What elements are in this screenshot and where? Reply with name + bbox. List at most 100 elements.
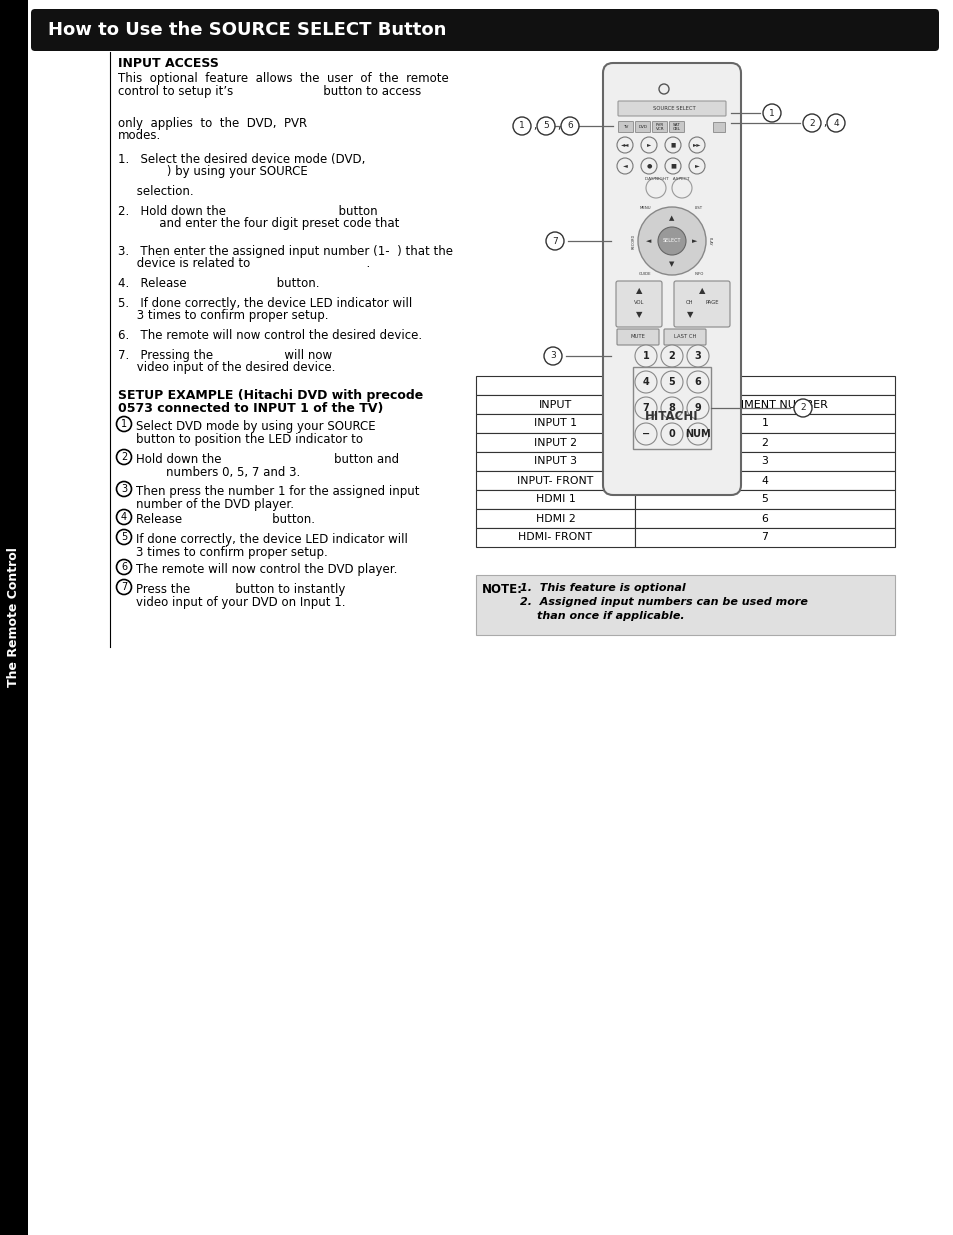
Text: 1: 1 (760, 419, 767, 429)
Text: 0573 connected to INPUT 1 of the TV): 0573 connected to INPUT 1 of the TV) (118, 403, 383, 415)
Text: SETUP EXAMPLE (Hitachi DVD with precode: SETUP EXAMPLE (Hitachi DVD with precode (118, 389, 423, 403)
Text: 2: 2 (668, 351, 675, 361)
Text: 1: 1 (518, 121, 524, 131)
Text: ASSIGNMENT NUMBER: ASSIGNMENT NUMBER (701, 399, 827, 410)
Text: video input of your DVD on Input 1.: video input of your DVD on Input 1. (136, 597, 345, 609)
Text: 3: 3 (694, 351, 700, 361)
Bar (476, 433, 635, 452)
Text: 1: 1 (642, 351, 649, 361)
Bar (476, 576, 894, 635)
Text: INPUT 3: INPUT 3 (534, 457, 577, 467)
Bar (476, 490, 635, 509)
Text: 3: 3 (121, 484, 127, 494)
Text: only  applies  to  the  DVD,  PVR: only applies to the DVD, PVR (118, 117, 307, 130)
Text: GUIDE: GUIDE (638, 272, 651, 275)
Text: −: − (641, 429, 649, 438)
Text: 5: 5 (668, 377, 675, 387)
FancyBboxPatch shape (602, 63, 740, 495)
Circle shape (660, 396, 682, 419)
Circle shape (635, 396, 657, 419)
Text: NUM: NUM (684, 429, 710, 438)
Bar (635, 529, 894, 547)
Text: 2: 2 (760, 437, 767, 447)
Text: SELECT: SELECT (662, 238, 680, 243)
Text: ►: ► (692, 238, 697, 245)
Bar (476, 395, 635, 414)
FancyBboxPatch shape (618, 121, 633, 132)
Text: HDMI- FRONT: HDMI- FRONT (518, 532, 592, 542)
Text: ►: ► (646, 142, 651, 147)
Text: 5: 5 (760, 494, 767, 505)
Text: HDMI 2: HDMI 2 (535, 514, 575, 524)
Text: 8: 8 (668, 403, 675, 412)
Text: 2: 2 (808, 119, 814, 127)
Text: ►►: ►► (692, 142, 700, 147)
Text: 4: 4 (642, 377, 649, 387)
FancyBboxPatch shape (30, 9, 938, 51)
Circle shape (762, 104, 781, 122)
Text: ,: , (557, 121, 559, 131)
Text: 2: 2 (800, 404, 805, 412)
FancyBboxPatch shape (669, 121, 684, 132)
Text: If done correctly, the device LED indicator will: If done correctly, the device LED indica… (136, 534, 408, 546)
Text: VOL: VOL (633, 300, 643, 305)
Text: ▼: ▼ (669, 261, 674, 267)
Circle shape (645, 178, 665, 198)
Text: 7: 7 (121, 582, 127, 592)
Text: INPUT ACCESS: INPUT ACCESS (118, 57, 218, 70)
Text: ●: ● (645, 163, 651, 168)
FancyBboxPatch shape (663, 329, 705, 345)
Text: 2: 2 (121, 452, 127, 462)
Circle shape (826, 114, 844, 132)
FancyBboxPatch shape (617, 329, 659, 345)
Text: ▲: ▲ (635, 287, 641, 295)
FancyBboxPatch shape (635, 121, 650, 132)
Circle shape (660, 424, 682, 445)
Text: 5: 5 (121, 532, 127, 542)
Text: 6.   The remote will now control the desired device.: 6. The remote will now control the desir… (118, 329, 421, 342)
Text: How to Use the SOURCE SELECT Button: How to Use the SOURCE SELECT Button (48, 21, 446, 40)
Text: modes.: modes. (118, 128, 161, 142)
Text: PAGE: PAGE (704, 300, 718, 305)
FancyBboxPatch shape (618, 101, 725, 116)
Text: 5.   If done correctly, the device LED indicator will: 5. If done correctly, the device LED ind… (118, 296, 412, 310)
Circle shape (802, 114, 821, 132)
Text: The Remote Control: The Remote Control (8, 547, 20, 688)
Text: Hold down the                              button and: Hold down the button and (136, 453, 398, 466)
Circle shape (638, 207, 705, 275)
Circle shape (635, 370, 657, 393)
Bar (476, 414, 635, 433)
FancyBboxPatch shape (652, 121, 667, 132)
Bar (476, 509, 635, 529)
Text: 7: 7 (642, 403, 649, 412)
Circle shape (660, 345, 682, 367)
Text: 1.   Select the desired device mode (DVD,: 1. Select the desired device mode (DVD, (118, 153, 365, 165)
Bar (635, 509, 894, 529)
Text: 1.  This feature is optional: 1. This feature is optional (519, 583, 685, 593)
Text: ,: , (533, 121, 536, 131)
Text: ▲: ▲ (698, 287, 704, 295)
Text: 4: 4 (760, 475, 767, 485)
Text: ■: ■ (670, 142, 675, 147)
Text: DAY/NIGHT   ASPECT: DAY/NIGHT ASPECT (644, 177, 688, 182)
Text: control to setup it’s                        button to access: control to setup it’s button to access (118, 85, 421, 98)
Text: TV: TV (622, 125, 628, 128)
Text: LAST CH: LAST CH (673, 335, 696, 340)
Text: video input of the desired device.: video input of the desired device. (118, 361, 335, 374)
Text: Press the            button to instantly: Press the button to instantly (136, 583, 345, 597)
FancyBboxPatch shape (673, 282, 729, 327)
Text: 6: 6 (760, 514, 767, 524)
Text: LIST: LIST (694, 206, 702, 210)
Text: 6: 6 (121, 562, 127, 572)
Circle shape (686, 345, 708, 367)
Bar (712, 122, 724, 132)
Circle shape (543, 347, 561, 366)
Circle shape (635, 424, 657, 445)
Text: ►: ► (694, 163, 699, 168)
Text: RECORD: RECORD (631, 233, 636, 248)
Text: MUTE: MUTE (630, 335, 645, 340)
Bar (0, 0, 28, 1235)
Bar (476, 452, 635, 471)
Text: number of the DVD player.: number of the DVD player. (136, 498, 294, 511)
Bar (635, 414, 894, 433)
